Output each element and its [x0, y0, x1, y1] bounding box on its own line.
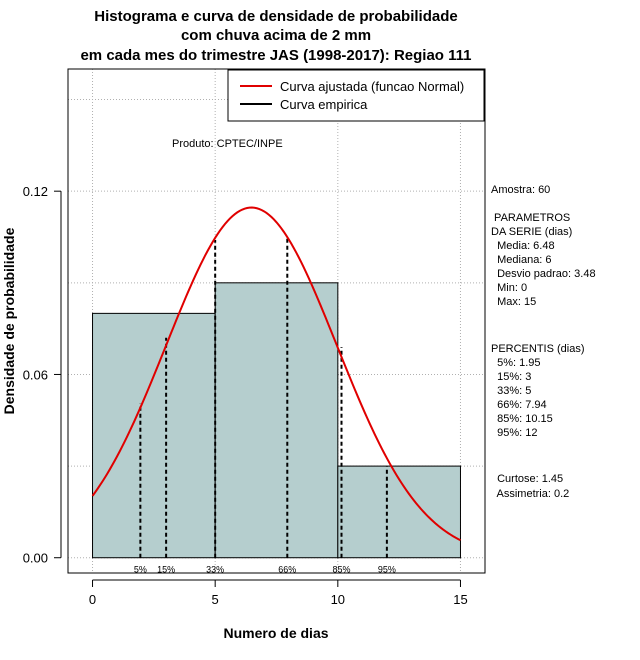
- percentile-lines: 5% 15% 33% 66% 85% 95%: [134, 237, 396, 575]
- percentile-label-2: 33%: [206, 565, 224, 575]
- percentile-label-0: 5%: [134, 565, 147, 575]
- stat-line-16: Assimetria: 0.2: [491, 488, 569, 500]
- percentile-label-5: 95%: [378, 565, 396, 575]
- y-tick-label-2: 0.12: [23, 184, 48, 199]
- title-line-2: com chuva acima de 2 mm: [181, 27, 371, 44]
- percentile-label-3: 66%: [278, 565, 296, 575]
- statistics-panel: Amostra: 60 PARAMETROS DA SERIE (dias) Me…: [491, 184, 596, 500]
- percentile-label-1: 15%: [157, 565, 175, 575]
- histogram-bars: [92, 282, 461, 559]
- stat-line-1: PARAMETROS: [491, 212, 570, 224]
- stat-line-7: Max: 15: [491, 296, 536, 308]
- x-tick-label-1: 5: [212, 592, 219, 607]
- plot-border: [67, 68, 486, 574]
- title-line-3: em cada mes do trimestre JAS (1998-2017)…: [80, 47, 471, 64]
- histogram-bar-1: [214, 282, 339, 559]
- title-line-1: Histograma e curva de densidade de proba…: [94, 8, 457, 25]
- stat-line-13: 85%: 10.15: [491, 413, 553, 425]
- stat-line-11: 33%: 5: [491, 385, 531, 397]
- stat-line-4: Mediana: 6: [491, 254, 552, 266]
- stat-line-14: 95%: 12: [491, 427, 537, 439]
- legend: Curva ajustada (funcao Normal) Curva emp…: [227, 69, 485, 122]
- stat-line-8: PERCENTIS (dias): [491, 343, 585, 355]
- stat-line-2: DA SERIE (dias): [491, 226, 572, 238]
- stat-line-15: Curtose: 1.45: [491, 473, 563, 485]
- histogram-bar-2: [337, 465, 461, 559]
- stat-line-12: 66%: 7.94: [491, 399, 547, 411]
- legend-box: [227, 69, 485, 122]
- x-axis-title: Numero de dias: [223, 625, 328, 641]
- percentile-label-4: 85%: [332, 565, 350, 575]
- normal-curve: [91, 206, 461, 542]
- axes: 0 5 10 15 0.00 0.06 0.12: [23, 184, 468, 607]
- x-tick-label-0: 0: [89, 592, 96, 607]
- product-annotation: Produto: CPTEC/INPE: [172, 138, 283, 150]
- legend-label-fitted: Curva ajustada (funcao Normal): [280, 79, 464, 94]
- y-tick-label-1: 0.06: [23, 367, 48, 382]
- x-tick-label-3: 15: [453, 592, 467, 607]
- chart-title: Histograma e curva de densidade de proba…: [80, 8, 471, 64]
- x-tick-label-2: 10: [331, 592, 345, 607]
- histogram-bar-0: [92, 312, 216, 559]
- stat-line-9: 5%: 1.95: [491, 357, 541, 369]
- stat-line-5: Desvio padrao: 3.48: [491, 268, 596, 280]
- stat-line-3: Media: 6.48: [491, 240, 555, 252]
- normal-curve-line: [91, 206, 461, 542]
- stat-line-0: Amostra: 60: [491, 184, 550, 196]
- stat-line-6: Min: 0: [491, 282, 527, 294]
- y-axis-title: Densidade de probabilidade: [1, 227, 17, 414]
- y-tick-label-0: 0.00: [23, 551, 48, 566]
- stat-line-10: 15%: 3: [491, 371, 531, 383]
- legend-label-empirical: Curva empirica: [280, 97, 368, 112]
